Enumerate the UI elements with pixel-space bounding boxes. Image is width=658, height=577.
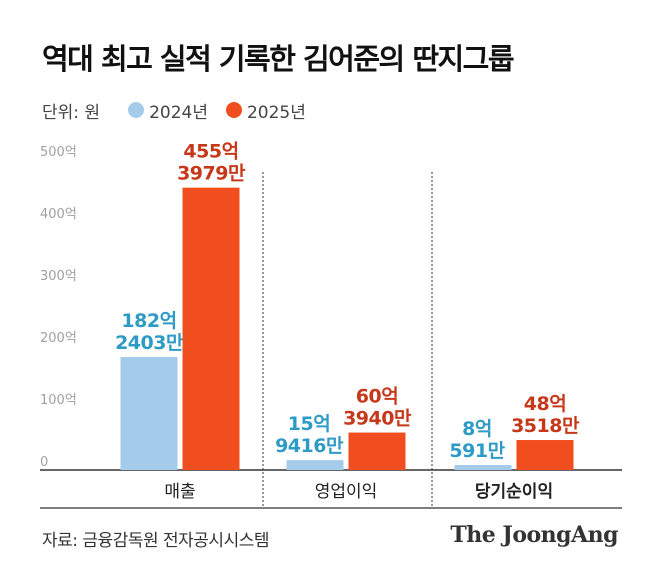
data-label: 48억 bbox=[524, 393, 566, 415]
data-label: 455억 bbox=[183, 141, 238, 163]
bar-매출-2024년 bbox=[120, 357, 178, 470]
data-label: 2403만 bbox=[115, 332, 184, 354]
data-label: 3979만 bbox=[177, 163, 246, 185]
bar-매출-2025년 bbox=[182, 187, 240, 470]
unit-label: 단위: 원 bbox=[42, 102, 101, 123]
bar-영업이익-2025년 bbox=[348, 432, 406, 470]
bar-당기순이익-2024년 bbox=[454, 465, 512, 470]
data-label: 8억 bbox=[462, 418, 492, 440]
legend-item-2025: 2025년 bbox=[225, 98, 306, 123]
bar-당기순이익-2025년 bbox=[516, 440, 574, 470]
legend: 단위: 원 2024년 2025년 bbox=[42, 98, 324, 123]
legend-label-2024: 2024년 bbox=[149, 102, 208, 123]
chart-title: 역대 최고 실적 기록한 김어준의 딴지그룹 bbox=[42, 42, 515, 76]
y-tick-label: 0 bbox=[40, 455, 48, 470]
x-category-label: 매출 bbox=[164, 482, 195, 502]
data-label: 15억 bbox=[288, 413, 330, 435]
data-label: 60억 bbox=[356, 386, 398, 408]
data-label: 3940만 bbox=[343, 408, 412, 430]
y-tick-label: 400억 bbox=[40, 207, 77, 222]
x-category-label: 당기순이익 bbox=[475, 482, 553, 502]
data-label: 591만 bbox=[449, 440, 505, 462]
data-label: 182억 bbox=[121, 310, 176, 332]
legend-label-2025: 2025년 bbox=[246, 102, 306, 123]
y-tick-label: 500억 bbox=[40, 145, 77, 160]
brand-logo: The JoongAng bbox=[450, 522, 618, 548]
bar-영업이익-2024년 bbox=[286, 460, 344, 470]
data-label: 9416만 bbox=[275, 435, 344, 457]
source-note: 자료: 금융감독원 전자공시시스템 bbox=[42, 531, 270, 551]
y-tick-label: 100억 bbox=[40, 393, 77, 408]
legend-swatch-2025 bbox=[225, 102, 242, 118]
data-label: 3518만 bbox=[511, 415, 580, 437]
y-tick-label: 200억 bbox=[40, 331, 77, 346]
legend-item-2024: 2024년 bbox=[128, 98, 208, 123]
x-category-label: 영업이익 bbox=[315, 482, 378, 502]
legend-swatch-2024 bbox=[128, 102, 145, 118]
y-tick-label: 300억 bbox=[40, 269, 77, 284]
